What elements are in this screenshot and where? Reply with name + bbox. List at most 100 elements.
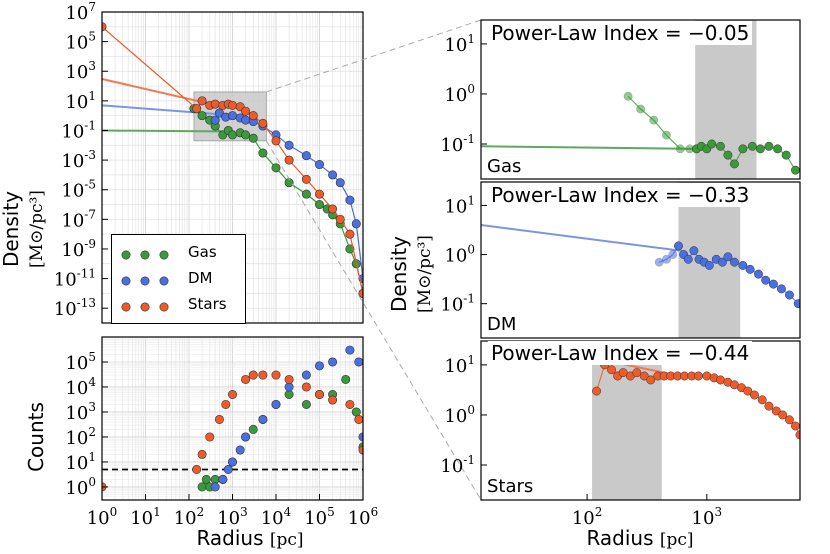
stars-zoom-point — [716, 375, 725, 385]
stars-zoom-point — [764, 401, 774, 411]
gas-zoom-point — [773, 144, 783, 154]
legend-item-stars: Stars — [120, 295, 240, 315]
counts-point-stars — [258, 370, 268, 380]
counts-point-stars — [221, 399, 231, 409]
density-point-stars — [345, 229, 355, 239]
stars-zoom-y-tick-label: 10-1 — [440, 453, 475, 477]
density-point-stars — [228, 100, 238, 110]
legend-marker-dm — [120, 273, 170, 291]
legend-dot-stars — [121, 302, 131, 312]
legend-marker-svg-gas — [121, 250, 169, 260]
dm-zoom-point — [704, 260, 714, 270]
counts-point-gas — [284, 390, 294, 400]
zoom-connector-bottom — [265, 140, 482, 501]
legend-marker-stars — [120, 299, 170, 317]
density-point-dm — [284, 140, 294, 150]
stars-zoom-y-tick-label: 100 — [444, 403, 475, 427]
density-point-dm — [214, 108, 224, 118]
dm-zoom-point — [768, 279, 778, 289]
legend-dot-gas — [121, 250, 131, 260]
density-point-dm — [228, 111, 238, 121]
density-point-stars — [314, 189, 324, 199]
stars-zoom-point — [679, 371, 689, 381]
gas-zoom-point — [781, 150, 791, 160]
counts-x-tick-label: 104 — [261, 505, 292, 529]
counts-y-tick-label: 100 — [65, 475, 96, 499]
gas-zoom-y-tick-label: 10-1 — [440, 132, 475, 156]
stars-panel-label: Stars — [487, 476, 534, 497]
legend-label-dm: DM — [188, 269, 213, 287]
dm-zoom-point — [785, 290, 794, 300]
counts-y-tick-label: 103 — [65, 400, 96, 424]
density-point-stars — [248, 111, 258, 121]
dm-zoom-frame — [480, 181, 801, 339]
density-point-dm — [335, 178, 345, 188]
dm-zoom-point — [761, 275, 771, 285]
left-density-ylabel-unit: [M⊙/pc³] — [27, 190, 47, 268]
density-point-dm — [351, 219, 361, 229]
counts-y-tick-label: 101 — [65, 450, 96, 474]
right-radius-xlabel-text: Radius — [586, 526, 654, 550]
right-radius-xlabel: Radius [pc] — [540, 526, 740, 550]
counts-point-stars — [205, 432, 215, 442]
gas-zoom-fit-line — [481, 145, 696, 150]
left-radius-xlabel-unit: [pc] — [269, 530, 304, 550]
stars-zoom-point — [785, 415, 794, 425]
legend-item-dm: DM — [120, 269, 240, 289]
density-y-tick-label: 103 — [65, 59, 96, 83]
density-y-tick-label: 10-13 — [54, 296, 96, 320]
legend-marker-svg-stars — [121, 302, 169, 312]
density-point-gas — [197, 111, 207, 121]
counts-point-stars — [301, 382, 311, 392]
legend-marker-svg-dm — [121, 276, 169, 286]
counts-point-stars — [328, 395, 338, 405]
dm-zoom-point — [674, 241, 683, 251]
gas-zoom-point — [755, 144, 765, 154]
right-radius-xlabel-unit: [pc] — [659, 530, 694, 550]
gas-zoom-plot-area — [481, 20, 800, 179]
dm-zoom-point — [754, 269, 763, 279]
gas-zoom-point — [764, 141, 774, 151]
zoom-connector-top — [266, 19, 482, 93]
density-point-gas — [258, 148, 268, 158]
counts-point-dm — [241, 432, 251, 442]
counts-point-stars — [197, 449, 207, 459]
density-point-dm — [210, 115, 220, 125]
right-density-ylabel: Density [M⊙/pc³] — [387, 199, 435, 349]
density-point-dm — [345, 195, 355, 205]
left-density-ylabel: Density [M⊙/pc³] — [0, 154, 47, 304]
density-fit-line-gas — [102, 129, 229, 133]
density-point-stars — [258, 118, 268, 128]
gas-zoom-y-tick-label: 101 — [444, 32, 475, 56]
counts-y-tick-label: 105 — [65, 350, 96, 374]
legend: Gas DM Stars — [111, 234, 246, 324]
dm-zoom-point — [729, 257, 739, 267]
dm-zoom-point — [745, 264, 755, 274]
counts-point-dm — [218, 474, 228, 484]
dm-zoom-y-tick-label: 10-1 — [440, 292, 475, 316]
counts-point-stars — [314, 390, 324, 400]
density-point-gas — [241, 130, 251, 140]
density-y-tick-label: 10-3 — [61, 148, 96, 172]
gas-panel-label: Gas — [487, 156, 522, 177]
density-point-stars — [197, 96, 207, 106]
counts-x-tick-label: 102 — [174, 505, 205, 529]
counts-x-tick-label: 105 — [304, 505, 335, 529]
dm-zoom-point — [793, 299, 800, 309]
gas-zoom-point — [649, 115, 659, 125]
stars-zoom-point — [592, 386, 602, 396]
gas-zoom-point — [738, 144, 748, 154]
density-point-gas — [314, 200, 324, 210]
stars-zoom-point — [778, 410, 788, 420]
legend-dot-gas — [140, 250, 150, 260]
density-point-gas — [345, 244, 355, 254]
stars-zoom-point — [791, 421, 800, 431]
counts-point-gas — [351, 407, 361, 417]
counts-point-dm — [284, 382, 294, 392]
density-y-tick-label: 10-5 — [61, 178, 96, 202]
counts-point-stars — [271, 370, 281, 380]
counts-point-gas — [341, 374, 351, 384]
stars-powerlaw-text: Power-Law Index = −0.44 — [491, 341, 750, 365]
counts-x-tick-label: 101 — [130, 505, 161, 529]
dm-zoom-point — [689, 246, 699, 256]
